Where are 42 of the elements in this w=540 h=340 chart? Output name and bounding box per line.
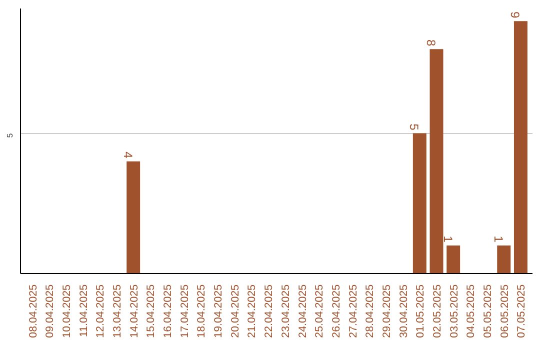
bar [430,49,444,274]
x-tick-label: 07.05.2025 [516,284,528,338]
bar [497,245,511,274]
x-tick-label: 25.04.2025 [314,284,326,338]
bar [514,21,528,274]
x-tick-label: 21.04.2025 [246,284,258,338]
x-tick-label: 19.04.2025 [212,284,225,338]
data-label: 5 [407,124,422,131]
data-label: 8 [424,39,438,46]
data-label: 1 [491,236,506,243]
data-label: 9 [508,11,522,18]
x-tick-label: 06.05.2025 [498,284,511,338]
x-tick-label: 26.04.2025 [330,284,342,338]
x-tick-label: 18.04.2025 [196,284,208,338]
x-tick-label: 08.04.2025 [27,284,40,338]
x-tick-label: 05.05.2025 [482,284,494,338]
bar [446,245,460,274]
x-tick-label: 02.05.2025 [432,284,444,338]
bar [412,133,426,274]
x-tick-label: 17.04.2025 [178,284,191,338]
x-tick-label: 10.04.2025 [60,284,73,338]
x-tick-label: 15.04.2025 [145,284,158,338]
x-tick-label: 16.04.2025 [162,284,174,338]
x-tick-label: 09.04.2025 [44,284,56,338]
x-tick-label: 01.05.2025 [414,284,427,338]
bar [126,161,140,274]
x-tick-label: 27.04.2025 [347,284,360,338]
x-tick-label: 23.04.2025 [280,284,292,338]
x-tick-label: 13.04.2025 [112,284,124,338]
data-label: 1 [440,236,455,243]
x-tick-label: 30.04.2025 [398,284,410,338]
x-tick-label: 12.04.2025 [94,284,107,338]
x-tick-label: 14.04.2025 [128,284,140,338]
data-label: 4 [120,152,135,159]
x-tick-label: 28.04.2025 [364,284,376,338]
x-tick-label: 22.04.2025 [263,284,276,338]
x-tick-label: 24.04.2025 [296,284,309,338]
x-tick-label: 03.05.2025 [448,284,460,338]
x-tick-label: 20.04.2025 [229,284,242,338]
x-tick-label: 11.04.2025 [78,284,90,338]
x-tick-label: 04.05.2025 [465,284,478,338]
x-tick-label: 29.04.2025 [380,284,393,338]
